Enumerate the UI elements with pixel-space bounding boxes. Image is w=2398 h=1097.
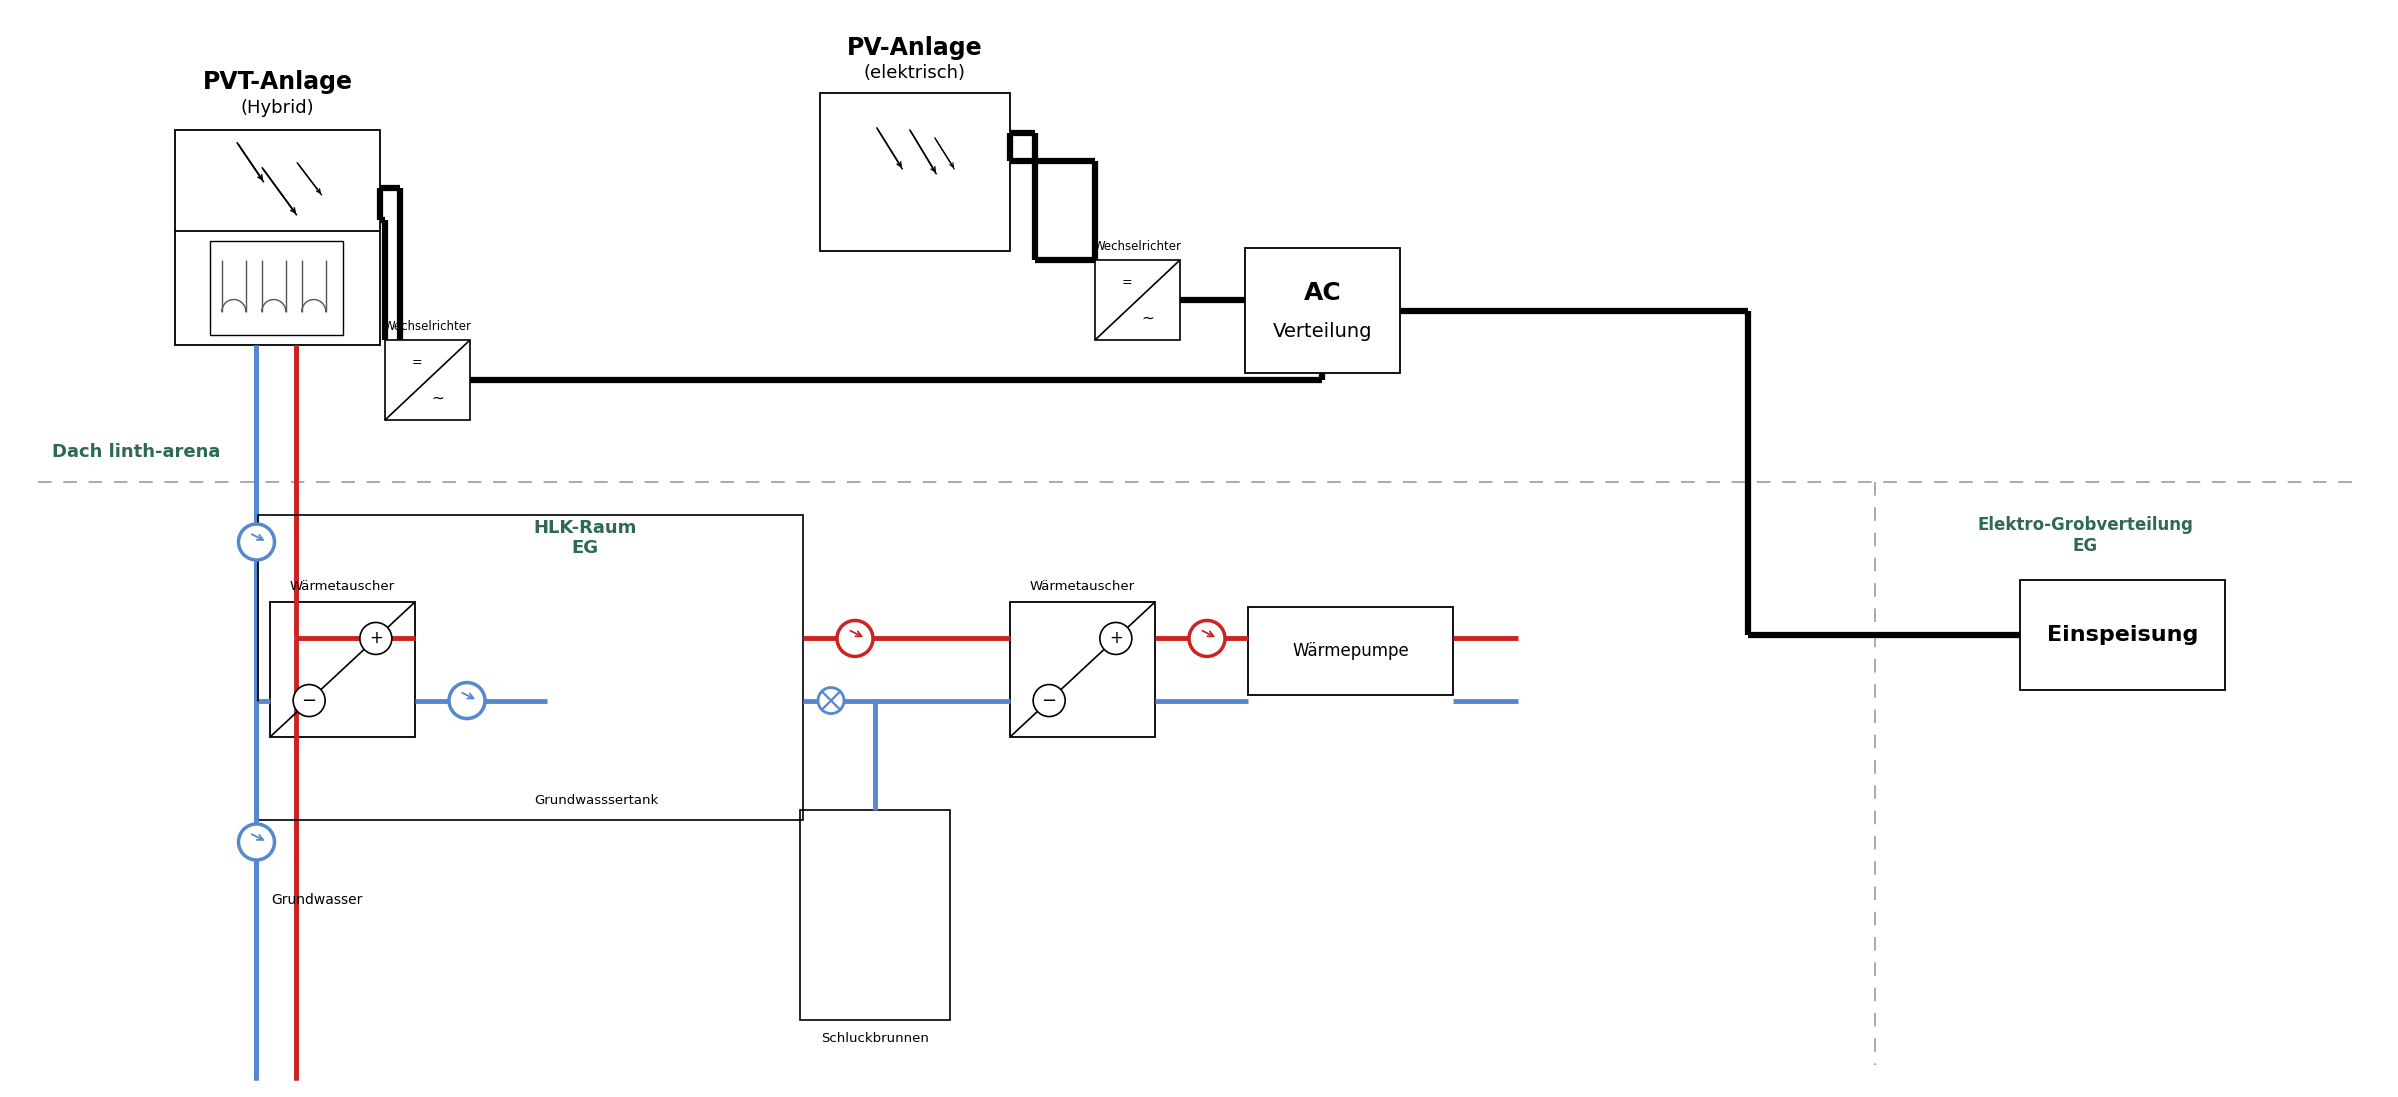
Text: Schluckbrunnen: Schluckbrunnen bbox=[820, 1031, 928, 1044]
Text: −: − bbox=[302, 691, 317, 710]
Circle shape bbox=[237, 824, 273, 860]
Bar bbox=[1096, 260, 1180, 340]
Bar bbox=[1247, 607, 1453, 695]
Circle shape bbox=[1189, 621, 1225, 656]
Bar bbox=[2019, 580, 2225, 690]
Text: Wärmepumpe: Wärmepumpe bbox=[1293, 642, 1410, 660]
Text: (Hybrid): (Hybrid) bbox=[240, 99, 314, 117]
Bar bbox=[271, 602, 415, 737]
Text: Wechselrichter: Wechselrichter bbox=[1093, 240, 1182, 253]
Circle shape bbox=[1101, 622, 1132, 655]
Text: Grundwasser: Grundwasser bbox=[271, 893, 362, 907]
Text: Dach linth-arena: Dach linth-arena bbox=[53, 443, 221, 461]
Text: =: = bbox=[412, 355, 422, 369]
Text: PVT-Anlage: PVT-Anlage bbox=[201, 70, 353, 94]
Text: Verteilung: Verteilung bbox=[1273, 323, 1372, 341]
Text: (elektrisch): (elektrisch) bbox=[863, 64, 966, 82]
Text: HLK-Raum: HLK-Raum bbox=[532, 519, 638, 538]
Circle shape bbox=[293, 685, 326, 716]
Circle shape bbox=[237, 524, 273, 559]
Text: EG: EG bbox=[2072, 538, 2098, 555]
Text: +: + bbox=[369, 630, 384, 647]
Text: −: − bbox=[1041, 691, 1058, 710]
Text: EG: EG bbox=[571, 539, 600, 557]
Text: Elektro-Grobverteilung: Elektro-Grobverteilung bbox=[1976, 516, 2192, 534]
Text: ~: ~ bbox=[1141, 310, 1153, 325]
Text: Wärmetauscher: Wärmetauscher bbox=[1029, 580, 1134, 593]
Text: Wärmetauscher: Wärmetauscher bbox=[290, 580, 396, 593]
Bar bbox=[820, 93, 1010, 251]
Text: ~: ~ bbox=[432, 391, 444, 405]
Bar bbox=[801, 810, 950, 1020]
Text: PV-Anlage: PV-Anlage bbox=[846, 36, 983, 60]
Bar bbox=[211, 241, 343, 335]
Circle shape bbox=[837, 621, 873, 656]
Text: +: + bbox=[1108, 630, 1122, 647]
Text: =: = bbox=[1122, 276, 1132, 289]
Text: Einspeisung: Einspeisung bbox=[2048, 625, 2199, 645]
Text: Wechselrichter: Wechselrichter bbox=[384, 320, 472, 333]
Circle shape bbox=[818, 688, 844, 713]
Text: Grundwasssertank: Grundwasssertank bbox=[535, 793, 657, 806]
Bar bbox=[1245, 248, 1400, 373]
Circle shape bbox=[360, 622, 391, 655]
Bar bbox=[1010, 602, 1156, 737]
Bar bbox=[259, 514, 803, 819]
Text: AC: AC bbox=[1305, 281, 1340, 305]
Circle shape bbox=[1034, 685, 1065, 716]
Bar bbox=[175, 131, 379, 344]
Circle shape bbox=[448, 682, 484, 719]
Bar bbox=[386, 340, 470, 420]
